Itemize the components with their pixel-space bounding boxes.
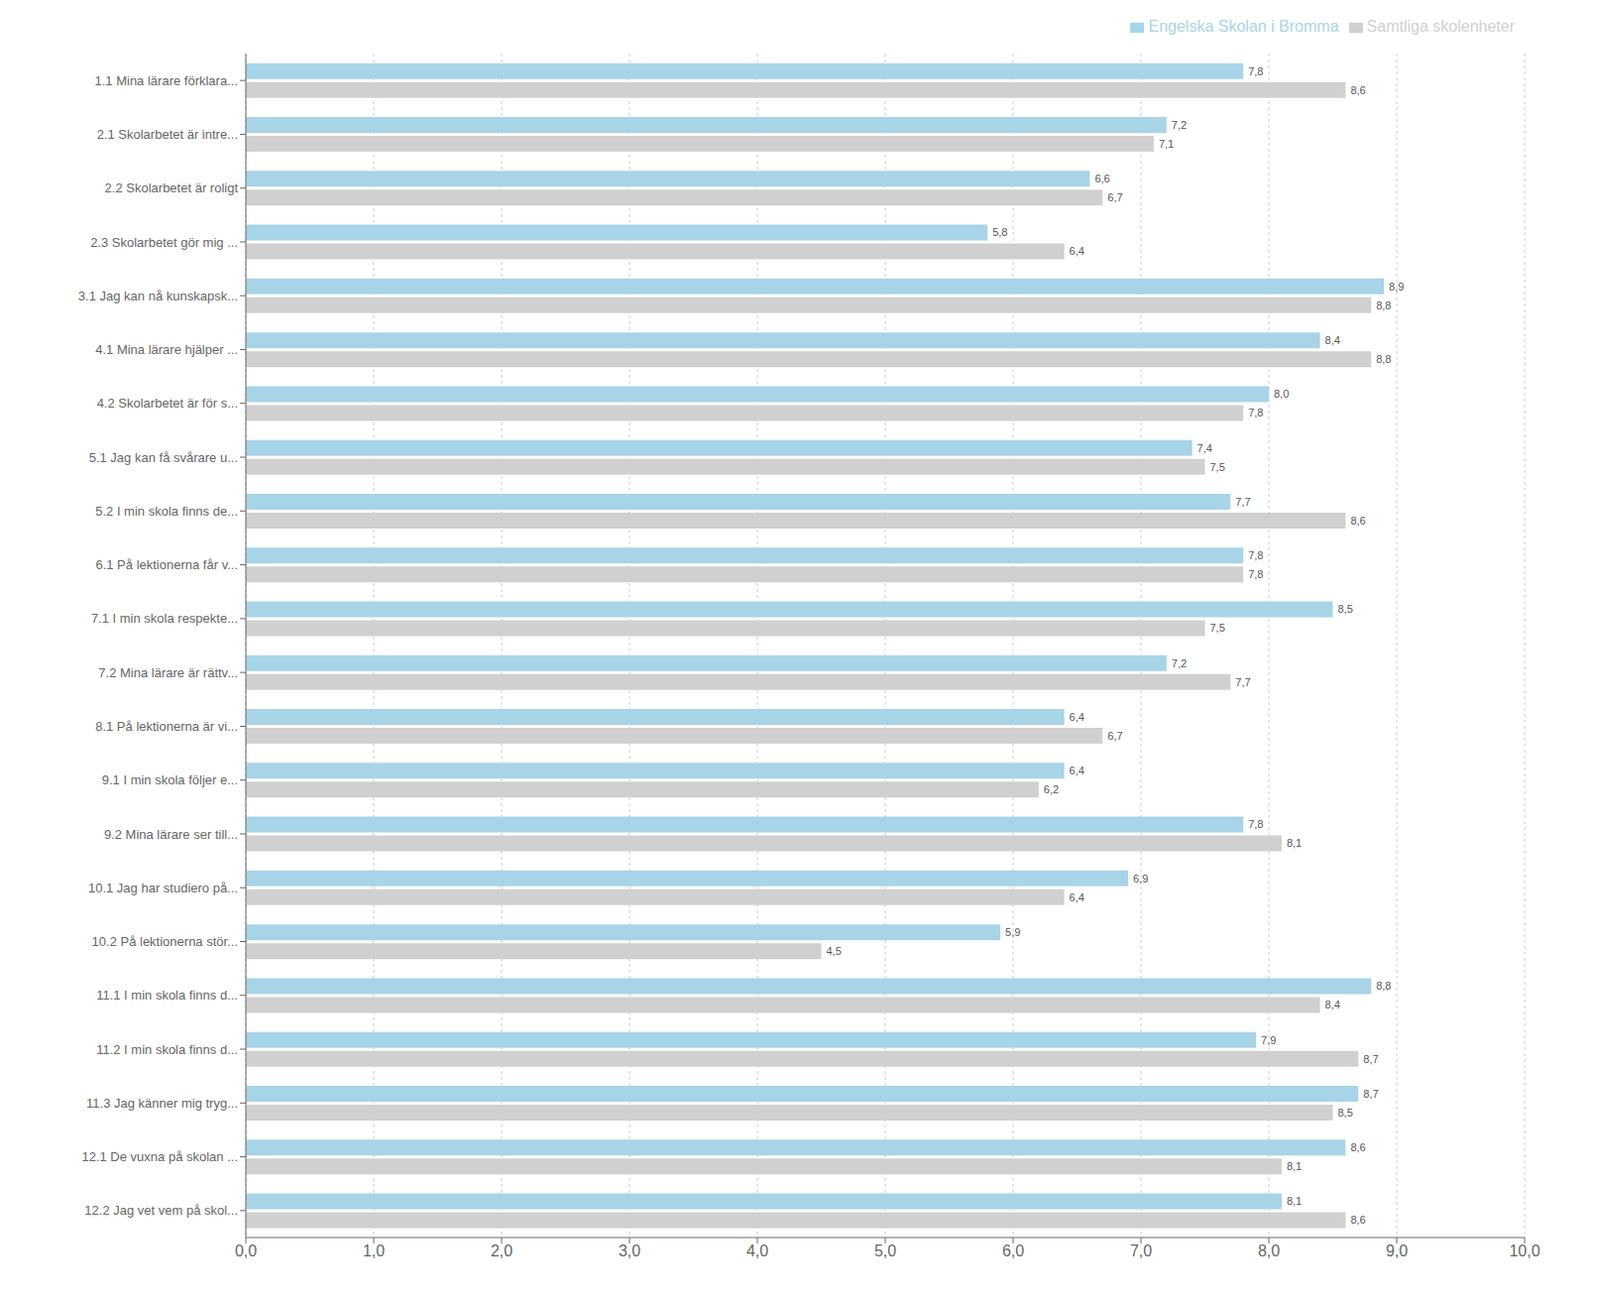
svg-text:8.1 På lektionerna är vi...: 8.1 På lektionerna är vi... — [95, 718, 238, 734]
svg-text:7.2 Mina lärare är rättv...: 7.2 Mina lärare är rättv... — [98, 665, 238, 681]
svg-text:8,5: 8,5 — [1338, 602, 1354, 615]
svg-text:3.1 Jag kan nå kunskapsk...: 3.1 Jag kan nå kunskapsk... — [78, 288, 238, 304]
svg-text:7,0: 7,0 — [1130, 1242, 1152, 1259]
svg-text:7,5: 7,5 — [1210, 621, 1226, 634]
svg-text:7,8: 7,8 — [1248, 549, 1263, 562]
svg-text:8,1: 8,1 — [1286, 836, 1302, 849]
svg-text:10.1 Jag har studiero på...: 10.1 Jag har studiero på... — [88, 880, 238, 896]
svg-text:7,8: 7,8 — [1248, 65, 1263, 78]
svg-text:5,8: 5,8 — [992, 226, 1008, 238]
svg-text:9,0: 9,0 — [1385, 1242, 1408, 1259]
svg-text:4.2 Skolarbetet är för s...: 4.2 Skolarbetet är för s... — [97, 395, 238, 411]
svg-text:8,7: 8,7 — [1363, 1087, 1378, 1100]
svg-text:1,0: 1,0 — [362, 1242, 385, 1259]
svg-text:7,7: 7,7 — [1235, 495, 1251, 508]
svg-text:6,4: 6,4 — [1069, 710, 1085, 723]
svg-text:7.1 I min skola respekte...: 7.1 I min skola respekte... — [91, 610, 238, 626]
html-text:Engelska Skolan i Bromma: Engelska Skolan i Bromma — [1148, 17, 1339, 35]
svg-text:8,6: 8,6 — [1350, 84, 1366, 97]
svg-text:8,6: 8,6 — [1350, 1141, 1366, 1153]
svg-text:6,0: 6,0 — [1002, 1242, 1025, 1259]
svg-text:5,0: 5,0 — [874, 1242, 897, 1259]
svg-text:7,2: 7,2 — [1171, 118, 1187, 131]
svg-text:9.2 Mina lärare ser till...: 9.2 Mina lärare ser till... — [104, 826, 238, 842]
svg-text:7,8: 7,8 — [1248, 817, 1263, 830]
svg-text:8,8: 8,8 — [1375, 979, 1391, 992]
svg-text:4.1 Mina lärare hjälper ...: 4.1 Mina lärare hjälper ... — [95, 342, 238, 357]
svg-text:6,9: 6,9 — [1133, 872, 1148, 885]
svg-text:8,9: 8,9 — [1388, 280, 1404, 293]
svg-text:10.2 På lektionerna stör...: 10.2 På lektionerna stör... — [92, 933, 238, 949]
svg-text:7,2: 7,2 — [1171, 657, 1187, 670]
svg-text:4,0: 4,0 — [746, 1242, 769, 1259]
svg-text:3,0: 3,0 — [618, 1242, 641, 1259]
svg-text:5.2 I min skola finns de...: 5.2 I min skola finns de... — [95, 503, 238, 519]
svg-text:8,1: 8,1 — [1286, 1159, 1302, 1172]
svg-text:8,4: 8,4 — [1325, 998, 1341, 1011]
svg-text:2.3 Skolarbetet gör mig ...: 2.3 Skolarbetet gör mig ... — [90, 234, 238, 250]
svg-text:7,5: 7,5 — [1210, 460, 1226, 473]
svg-text:6,4: 6,4 — [1069, 891, 1085, 904]
svg-text:11.1 I min skola finns d...: 11.1 I min skola finns d... — [96, 987, 238, 1003]
svg-text:1.1 Mina lärare förklara...: 1.1 Mina lärare förklara... — [94, 73, 238, 89]
svg-text:8,8: 8,8 — [1375, 352, 1391, 365]
svg-text:0,0: 0,0 — [234, 1242, 257, 1259]
svg-text:9.1 I min skola följer e...: 9.1 I min skola följer e... — [102, 772, 238, 788]
svg-text:6,4: 6,4 — [1069, 244, 1085, 257]
svg-text:7,7: 7,7 — [1235, 676, 1251, 688]
svg-text:4,5: 4,5 — [826, 944, 842, 957]
svg-text:11.3 Jag känner mig tryg...: 11.3 Jag känner mig tryg... — [86, 1095, 238, 1111]
svg-text:6.1 På lektionerna får v...: 6.1 På lektionerna får v... — [95, 557, 238, 572]
svg-text:12.1 De vuxna på skolan ...: 12.1 De vuxna på skolan ... — [81, 1148, 238, 1164]
html-text:Samtliga skolenheter: Samtliga skolenheter — [1366, 17, 1515, 35]
svg-text:7,4: 7,4 — [1197, 442, 1213, 455]
svg-text:6,2: 6,2 — [1043, 783, 1059, 796]
svg-text:6,6: 6,6 — [1094, 172, 1110, 185]
svg-text:6,7: 6,7 — [1107, 191, 1123, 204]
svg-text:6,4: 6,4 — [1069, 764, 1085, 777]
svg-text:10,0: 10,0 — [1508, 1242, 1540, 1259]
svg-text:2.1 Skolarbetet är intre...: 2.1 Skolarbetet är intre... — [97, 126, 238, 142]
svg-text:8,0: 8,0 — [1257, 1242, 1280, 1259]
svg-text:8,7: 8,7 — [1363, 1052, 1378, 1065]
svg-text:8,6: 8,6 — [1350, 514, 1366, 527]
svg-text:2.2 Skolarbetet är roligt: 2.2 Skolarbetet är roligt — [105, 180, 239, 196]
svg-text:12.2 Jag vet vem på skol...: 12.2 Jag vet vem på skol... — [84, 1202, 238, 1218]
svg-text:11.2 I min skola finns d...: 11.2 I min skola finns d... — [96, 1041, 238, 1057]
svg-text:8,0: 8,0 — [1273, 387, 1289, 400]
svg-text:8,8: 8,8 — [1375, 299, 1391, 312]
svg-text:7,1: 7,1 — [1158, 137, 1174, 150]
svg-text:5,9: 5,9 — [1005, 925, 1021, 938]
svg-text:7,9: 7,9 — [1260, 1033, 1276, 1046]
svg-text:8,6: 8,6 — [1350, 1213, 1366, 1226]
svg-text:5.1 Jag kan få svårare u...: 5.1 Jag kan få svårare u... — [89, 450, 238, 465]
svg-text:7,8: 7,8 — [1248, 568, 1263, 580]
svg-text:6,7: 6,7 — [1107, 729, 1123, 742]
svg-text:8,4: 8,4 — [1325, 334, 1341, 346]
svg-text:8,5: 8,5 — [1338, 1106, 1354, 1119]
svg-text:7,8: 7,8 — [1248, 406, 1263, 419]
svg-text:2,0: 2,0 — [490, 1242, 513, 1259]
svg-text:8,1: 8,1 — [1286, 1194, 1302, 1207]
